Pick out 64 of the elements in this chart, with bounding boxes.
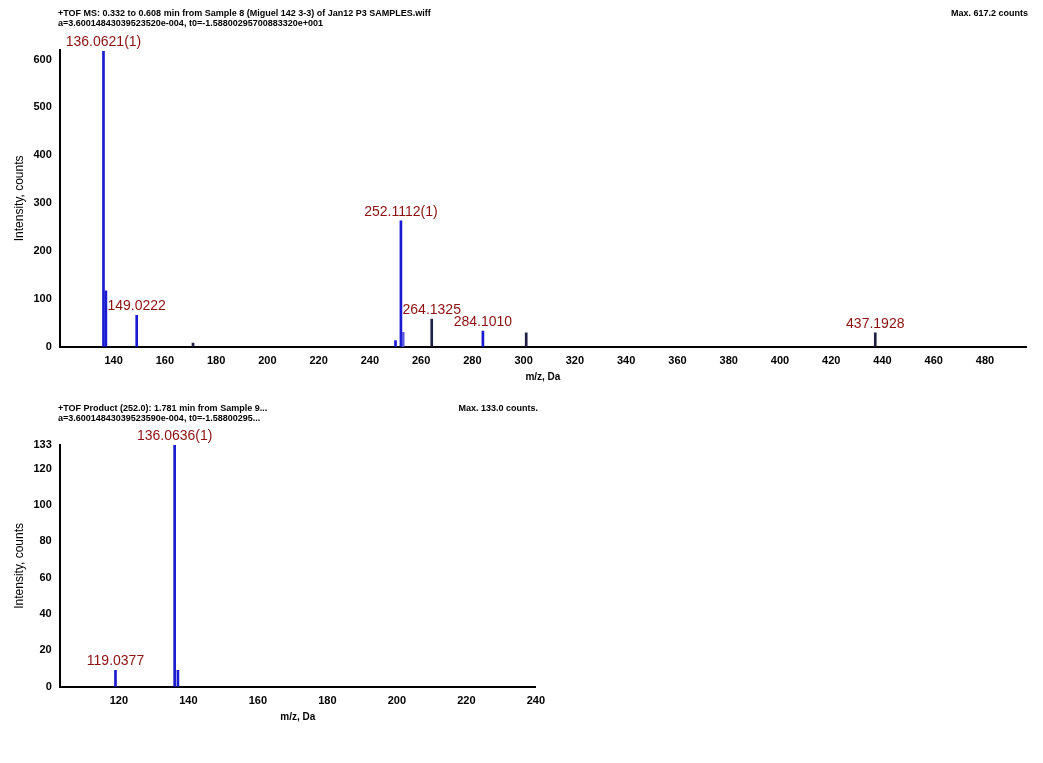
y-tick-label: 100	[33, 498, 52, 511]
x-tick-label: 180	[206, 354, 226, 367]
x-axis-title: m/z, Da	[525, 370, 561, 382]
bar	[102, 51, 105, 347]
x-tick-label: 260	[411, 354, 431, 367]
bar	[401, 332, 405, 347]
x-tick-label: 140	[104, 354, 123, 367]
annotation: 119.0377	[86, 652, 145, 669]
x-tick-label: 460	[924, 354, 943, 367]
annotation: 149.0222	[107, 297, 167, 314]
annotation: 437.1928	[846, 314, 905, 331]
y-tick-label: 100	[33, 291, 52, 304]
y-tick-label: 120	[33, 461, 52, 474]
y-axis-title: Intensity, counts	[11, 522, 26, 609]
x-tick-label: 160	[155, 354, 175, 367]
chart-title: +TOF MS: 0.332 to 0.608 min from Sample 8 (Miguel 142 3-3) of Jan12 P3 SAMPLES.wiff	[58, 8, 431, 18]
x-tick-label: 440	[873, 354, 892, 367]
y-tick-label: 600	[33, 52, 52, 65]
x-tick-label: 180	[318, 694, 337, 707]
x-tick-label: 220	[457, 694, 476, 707]
y-tick-label: 0	[45, 339, 52, 352]
y-tick-label: 40	[39, 607, 52, 620]
bar	[524, 332, 528, 347]
x-tick-label: 160	[248, 694, 268, 707]
x-tick-label: 400	[770, 354, 790, 367]
y-tick-label: 300	[33, 196, 52, 209]
bar	[873, 332, 877, 347]
y-tick-label: 60	[39, 570, 52, 583]
x-tick-label: 380	[719, 354, 738, 367]
x-tick-label: 340	[616, 354, 636, 367]
x-tick-label: 360	[668, 354, 687, 367]
y-tick-label: 200	[33, 244, 52, 257]
y-tick-label: 80	[39, 534, 52, 547]
x-tick-label: 240	[526, 694, 545, 707]
y-tick-label: 133	[33, 438, 52, 451]
annotation: 252.1112(1)	[364, 202, 438, 219]
x-tick-label: 320	[565, 354, 585, 367]
x-tick-label: 280	[463, 354, 482, 367]
y-tick-label: 400	[33, 148, 52, 161]
x-tick-label: 220	[309, 354, 328, 367]
text: Max. 133.0 counts.	[458, 403, 538, 413]
y-tick-label: 500	[33, 100, 52, 113]
annotation: 136.0636(1)	[136, 426, 213, 443]
annotation: 136.0621(1)	[65, 33, 142, 50]
x-tick-label: 140	[179, 694, 198, 707]
text: Max. 617.2 counts	[950, 8, 1028, 18]
x-tick-label: 200	[387, 694, 406, 707]
bar	[394, 340, 397, 347]
x-tick-label: 200	[258, 354, 277, 367]
annotation: 264.1325	[402, 300, 462, 317]
x-tick-label: 240	[360, 354, 380, 367]
chart-title: +TOF Product (252.0): 1.781 min from Sample 9...	[58, 403, 268, 413]
x-tick-label: 420	[822, 354, 841, 367]
bar	[430, 318, 434, 347]
bar	[135, 314, 139, 347]
x-tick-label: 480	[975, 354, 995, 367]
x-tick-label: 300	[514, 354, 533, 367]
chart-subtitle: a=3.60014843039523590e-004, t0=-1.58800295...	[58, 413, 262, 423]
x-tick-label: 120	[109, 694, 129, 707]
y-tick-label: 20	[39, 643, 52, 656]
y-tick-label: 0	[45, 679, 52, 692]
chart-subtitle: a=3.60014843039523520e-004, t0=-1.58800295700883320e+001	[58, 18, 324, 28]
y-axis-title: Intensity, counts	[11, 155, 26, 242]
x-axis-title: m/z, Da	[280, 710, 316, 722]
